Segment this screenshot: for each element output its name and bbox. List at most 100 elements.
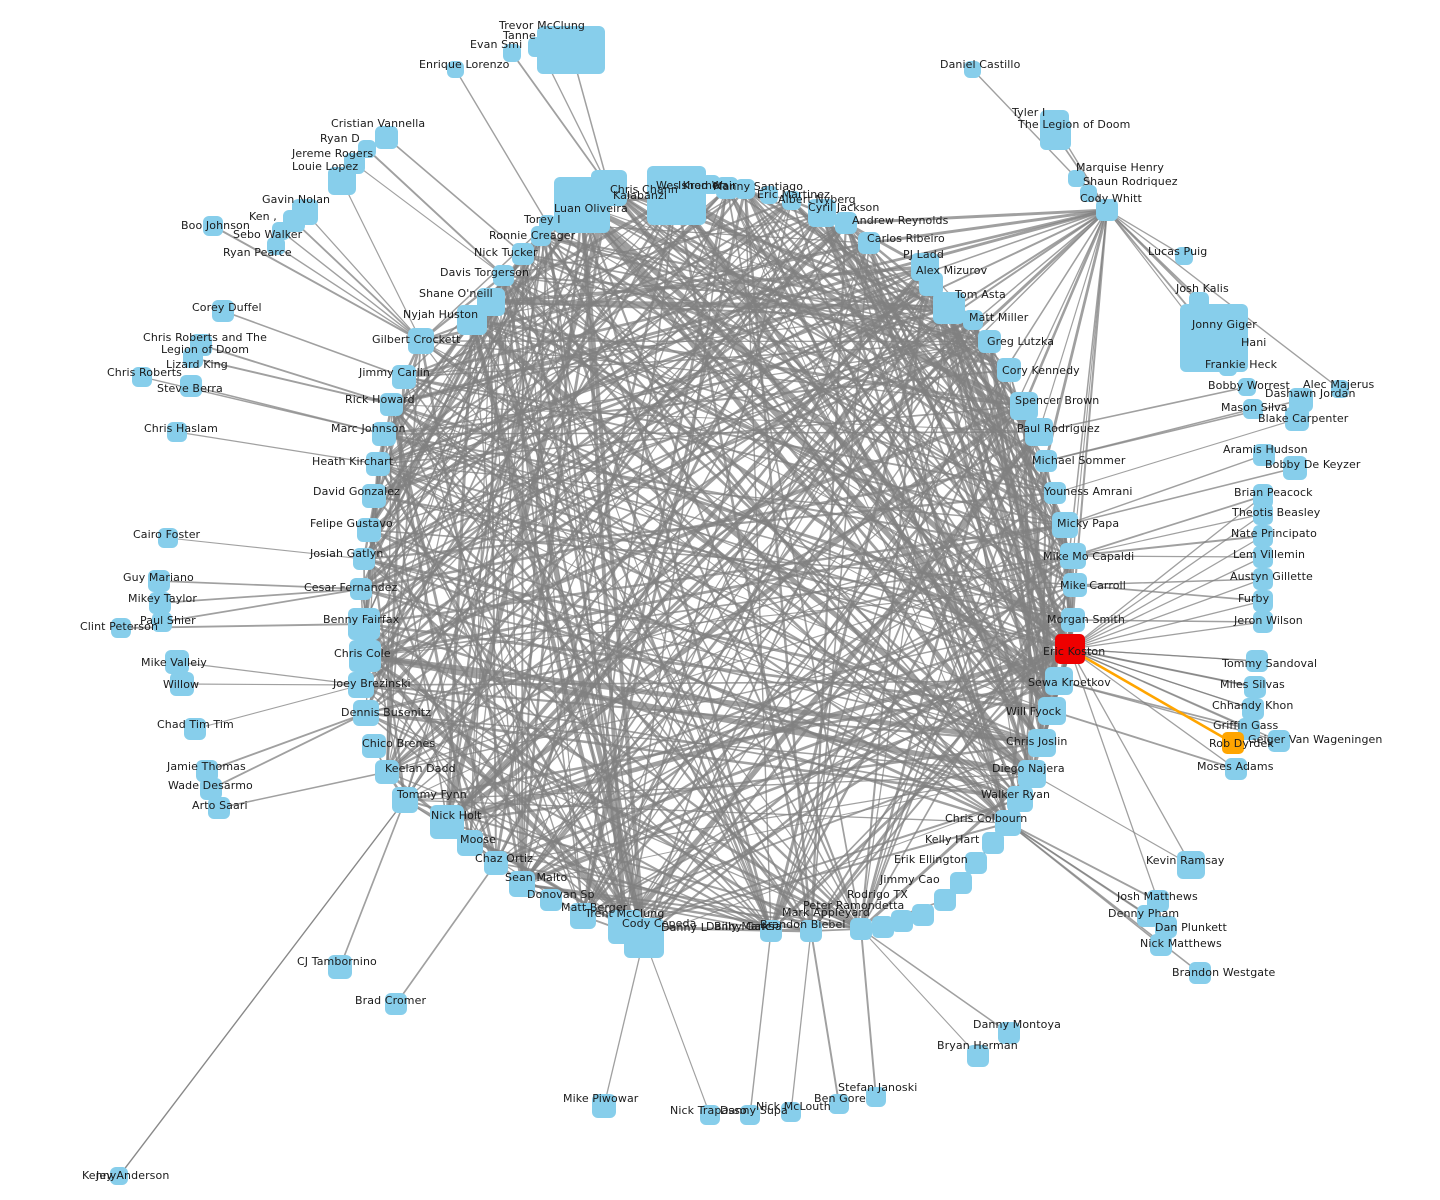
graph-node[interactable]: [1035, 450, 1057, 472]
graph-node[interactable]: [1175, 247, 1193, 265]
graph-node[interactable]: [964, 61, 981, 78]
graph-node[interactable]: [1238, 378, 1256, 396]
graph-node[interactable]: [353, 700, 379, 726]
graph-node[interactable]: [362, 484, 386, 508]
graph-node[interactable]: [1189, 962, 1211, 984]
graph-node[interactable]: [350, 578, 372, 600]
graph-node[interactable]: [200, 778, 222, 800]
graph-node[interactable]: [1028, 729, 1056, 757]
graph-node[interactable]: [353, 548, 375, 570]
graph-node[interactable]: [392, 365, 416, 389]
graph-node[interactable]: [933, 292, 965, 324]
graph-node[interactable]: [152, 612, 172, 632]
graph-node[interactable]: [967, 1045, 989, 1067]
graph-node[interactable]: [328, 955, 352, 979]
graph-node[interactable]: [1018, 760, 1046, 788]
graph-node[interactable]: [366, 452, 390, 476]
graph-node[interactable]: [1040, 119, 1071, 150]
graph-node[interactable]: [1219, 358, 1237, 376]
graph-node[interactable]: [180, 375, 202, 397]
graph-node[interactable]: [808, 199, 836, 227]
graph-node[interactable]: [1253, 568, 1273, 590]
graph-node[interactable]: [457, 830, 483, 856]
graph-node[interactable]: [375, 126, 398, 149]
graph-node[interactable]: [997, 358, 1021, 382]
graph-node[interactable]: [208, 797, 230, 819]
graph-node[interactable]: [1237, 335, 1249, 347]
graph-node[interactable]: [1055, 634, 1085, 664]
graph-node[interactable]: [735, 179, 755, 199]
graph-node[interactable]: [1283, 456, 1307, 480]
graph-node[interactable]: [196, 760, 218, 782]
graph-node[interactable]: [203, 216, 223, 236]
graph-node[interactable]: [891, 910, 913, 932]
graph-node[interactable]: [1155, 916, 1177, 938]
graph-node[interactable]: [1253, 611, 1273, 633]
graph-node[interactable]: [149, 592, 171, 614]
graph-node[interactable]: [829, 1094, 849, 1114]
graph-node[interactable]: [1242, 698, 1264, 720]
graph-node[interactable]: [503, 44, 521, 62]
graph-node[interactable]: [800, 920, 822, 942]
graph-node[interactable]: [348, 672, 374, 698]
graph-node[interactable]: [1060, 543, 1086, 569]
graph-node[interactable]: [1096, 199, 1118, 221]
graph-node[interactable]: [950, 872, 972, 894]
graph-node[interactable]: [965, 852, 987, 874]
graph-node[interactable]: [570, 903, 596, 929]
graph-node[interactable]: [348, 608, 380, 640]
graph-node[interactable]: [995, 810, 1021, 836]
graph-node[interactable]: [165, 650, 189, 674]
graph-node[interactable]: [835, 212, 857, 234]
graph-node[interactable]: [1007, 786, 1033, 812]
graph-node[interactable]: [493, 265, 514, 286]
graph-node[interactable]: [531, 226, 551, 246]
graph-node[interactable]: [1025, 418, 1053, 446]
graph-node[interactable]: [1253, 484, 1273, 508]
graph-node[interactable]: [978, 330, 1001, 353]
graph-node[interactable]: [1177, 851, 1205, 879]
graph-node[interactable]: [1244, 676, 1266, 698]
graph-node[interactable]: [1038, 697, 1066, 725]
graph-node[interactable]: [998, 1022, 1020, 1044]
graph-node[interactable]: [1222, 732, 1244, 754]
graph-node[interactable]: [1010, 392, 1038, 420]
graph-node[interactable]: [1045, 667, 1073, 695]
graph-node[interactable]: [934, 889, 956, 911]
graph-node[interactable]: [528, 37, 550, 57]
graph-node[interactable]: [380, 393, 403, 416]
graph-node[interactable]: [112, 1167, 128, 1183]
graph-node[interactable]: [760, 186, 778, 204]
graph-node[interactable]: [328, 167, 356, 195]
graph-node[interactable]: [1253, 444, 1275, 466]
graph-node[interactable]: [184, 718, 206, 740]
graph-node[interactable]: [858, 232, 880, 254]
graph-node[interactable]: [1044, 482, 1066, 504]
graph-node[interactable]: [170, 672, 194, 696]
graph-node[interactable]: [167, 422, 187, 442]
graph-node[interactable]: [912, 904, 934, 926]
graph-node[interactable]: [592, 1094, 616, 1118]
graph-node[interactable]: [385, 993, 407, 1015]
graph-node[interactable]: [357, 518, 381, 542]
graph-node[interactable]: [111, 618, 131, 638]
graph-node[interactable]: [132, 367, 152, 387]
graph-node[interactable]: [624, 918, 664, 958]
graph-node[interactable]: [850, 918, 872, 940]
graph-node[interactable]: [1253, 546, 1273, 568]
graph-node[interactable]: [701, 175, 720, 194]
graph-node[interactable]: [158, 528, 178, 548]
graph-node[interactable]: [457, 305, 487, 335]
graph-node[interactable]: [267, 237, 285, 255]
graph-node[interactable]: [392, 787, 418, 813]
graph-node[interactable]: [700, 1105, 720, 1125]
graph-node[interactable]: [375, 760, 399, 784]
graph-node[interactable]: [512, 243, 534, 265]
graph-node[interactable]: [1063, 573, 1087, 597]
graph-node[interactable]: [982, 832, 1004, 854]
graph-node[interactable]: [372, 422, 396, 446]
graph-node[interactable]: [1180, 304, 1248, 372]
graph-node[interactable]: [866, 1087, 886, 1107]
graph-node[interactable]: [408, 328, 434, 354]
graph-node[interactable]: [740, 1105, 760, 1125]
